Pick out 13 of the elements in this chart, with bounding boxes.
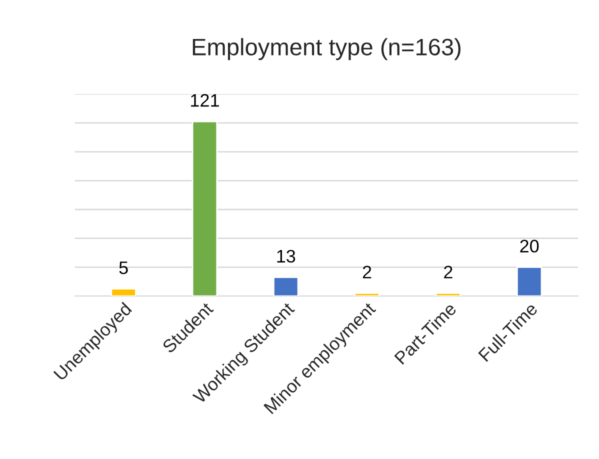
data-label: 5 (119, 262, 128, 274)
bar (354, 292, 380, 296)
chart-title: Employment type (n=163) (192, 38, 460, 60)
bar (273, 276, 299, 296)
bar (516, 266, 542, 296)
data-label: 2 (362, 266, 372, 278)
data-label: 121 (191, 94, 219, 107)
data-label: 20 (520, 240, 539, 253)
bar (110, 288, 136, 296)
bar (192, 120, 218, 296)
bar (435, 292, 462, 296)
data-label: 2 (444, 266, 452, 278)
data-label: 13 (277, 250, 296, 263)
